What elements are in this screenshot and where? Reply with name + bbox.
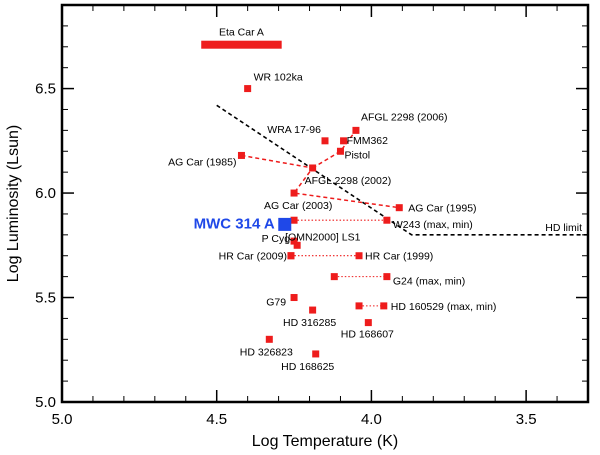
marker-ag-car-1995 (395, 204, 403, 212)
marker-hd-168625 (312, 350, 320, 358)
x-axis-label: Log Temperature (K) (252, 433, 398, 450)
marker-afgl-2298-2006 (352, 126, 360, 134)
label-hd-316285: HD 316285 (283, 317, 336, 329)
label-wr-102ka: WR 102ka (254, 72, 303, 84)
marker-g24-max-min (383, 273, 391, 281)
hd-limit-layer: HD limit (216, 104, 588, 236)
label-afgl-2298-2006: AFGL 2298 (2006) (361, 111, 448, 123)
x-tick-label: 5.0 (52, 411, 73, 428)
hd-limit-line (216, 104, 588, 236)
x-tick-label: 4.5 (206, 411, 227, 428)
label-pistol: Pistol (344, 149, 370, 161)
label-ag-car-1995: AG Car (1995) (408, 203, 476, 215)
marker-hd-326823 (265, 335, 273, 343)
x-tick-label: 3.5 (516, 411, 537, 428)
range-marker-w243-range (290, 216, 298, 224)
marker-mwc-314-a (278, 217, 292, 231)
marker-ag-car-1985 (237, 151, 245, 159)
marker-omn2000-ls1 (293, 241, 301, 249)
label-mwc-314-a: MWC 314 A (194, 215, 275, 232)
range-marker-hd-160529-range (355, 302, 363, 310)
y-tick-label: 6.5 (35, 81, 56, 98)
label-afgl-2298-2002: AFGL 2298 (2002) (305, 175, 392, 187)
marker-pistol (336, 147, 344, 155)
label-p-cyg: P Cyg (262, 233, 291, 245)
marker-ag-car-2003 (290, 189, 298, 197)
star-labels: WR 102ka WRA 17-96 FMM362 AFGL 2298 (2006) P… (168, 27, 496, 373)
ag-car-track-line (241, 154, 400, 209)
marker-g79 (290, 294, 298, 302)
label-g79: G79 (266, 297, 286, 309)
range-marker-g24-range (330, 273, 338, 281)
marker-wra-17-96 (321, 137, 329, 145)
y-tick-label: 6.0 (35, 185, 56, 202)
marker-hd-316285 (309, 306, 317, 314)
y-axis-label: Log Luminosity (Lsun) (5, 125, 22, 282)
marker-afgl-2298-2002 (309, 164, 317, 172)
label-g24-max-min: G24 (max, min) (393, 276, 465, 288)
label-hd-168607: HD 168607 (341, 329, 394, 341)
marker-p-cyg (290, 237, 298, 245)
data-markers (201, 40, 403, 358)
label-hd-168625: HD 168625 (281, 361, 334, 373)
axis-ticks: 5.0 4.5 4.0 3.5 5.0 5.5 6.0 6.5 (35, 4, 589, 428)
label-ag-car-2003: AG Car (2003) (264, 200, 332, 212)
hd-limit-label: HD limit (545, 222, 582, 234)
label-wra-17-96: WRA 17-96 (267, 124, 321, 136)
marker-hr-car-1999 (355, 252, 363, 260)
afgl-2298-track-line (312, 129, 357, 169)
label-ag-car-1985: AG Car (1985) (168, 156, 236, 168)
marker-hd-160529-max-min (380, 302, 388, 310)
label-w243-max-min: W243 (max, min) (393, 219, 473, 231)
label-fmm362: FMM362 (347, 135, 389, 147)
marker-hd-168607 (364, 319, 372, 327)
label-hd-160529-max-min: HD 160529 (max, min) (391, 301, 497, 313)
label-eta-car-a: Eta Car A (219, 27, 264, 39)
marker-wr-102ka (244, 85, 252, 93)
y-tick-label: 5.0 (35, 394, 56, 411)
x-tick-label: 4.0 (361, 411, 382, 428)
label-omn2000-ls1: [OMN2000] LS1 (285, 231, 360, 243)
label-hd-326823: HD 326823 (240, 346, 293, 358)
label-hr-car-1999: HR Car (1999) (365, 251, 433, 263)
marker-w243-max-min (383, 216, 391, 224)
connection-lines (241, 129, 400, 307)
y-tick-label: 5.5 (35, 290, 56, 307)
range-marker-hr-car-range (287, 252, 295, 260)
label-hr-car-2009: HR Car (2009) (219, 251, 287, 263)
eta-car-bar (201, 40, 282, 49)
plot-frame (60, 3, 590, 404)
marker-fmm362 (340, 137, 348, 145)
